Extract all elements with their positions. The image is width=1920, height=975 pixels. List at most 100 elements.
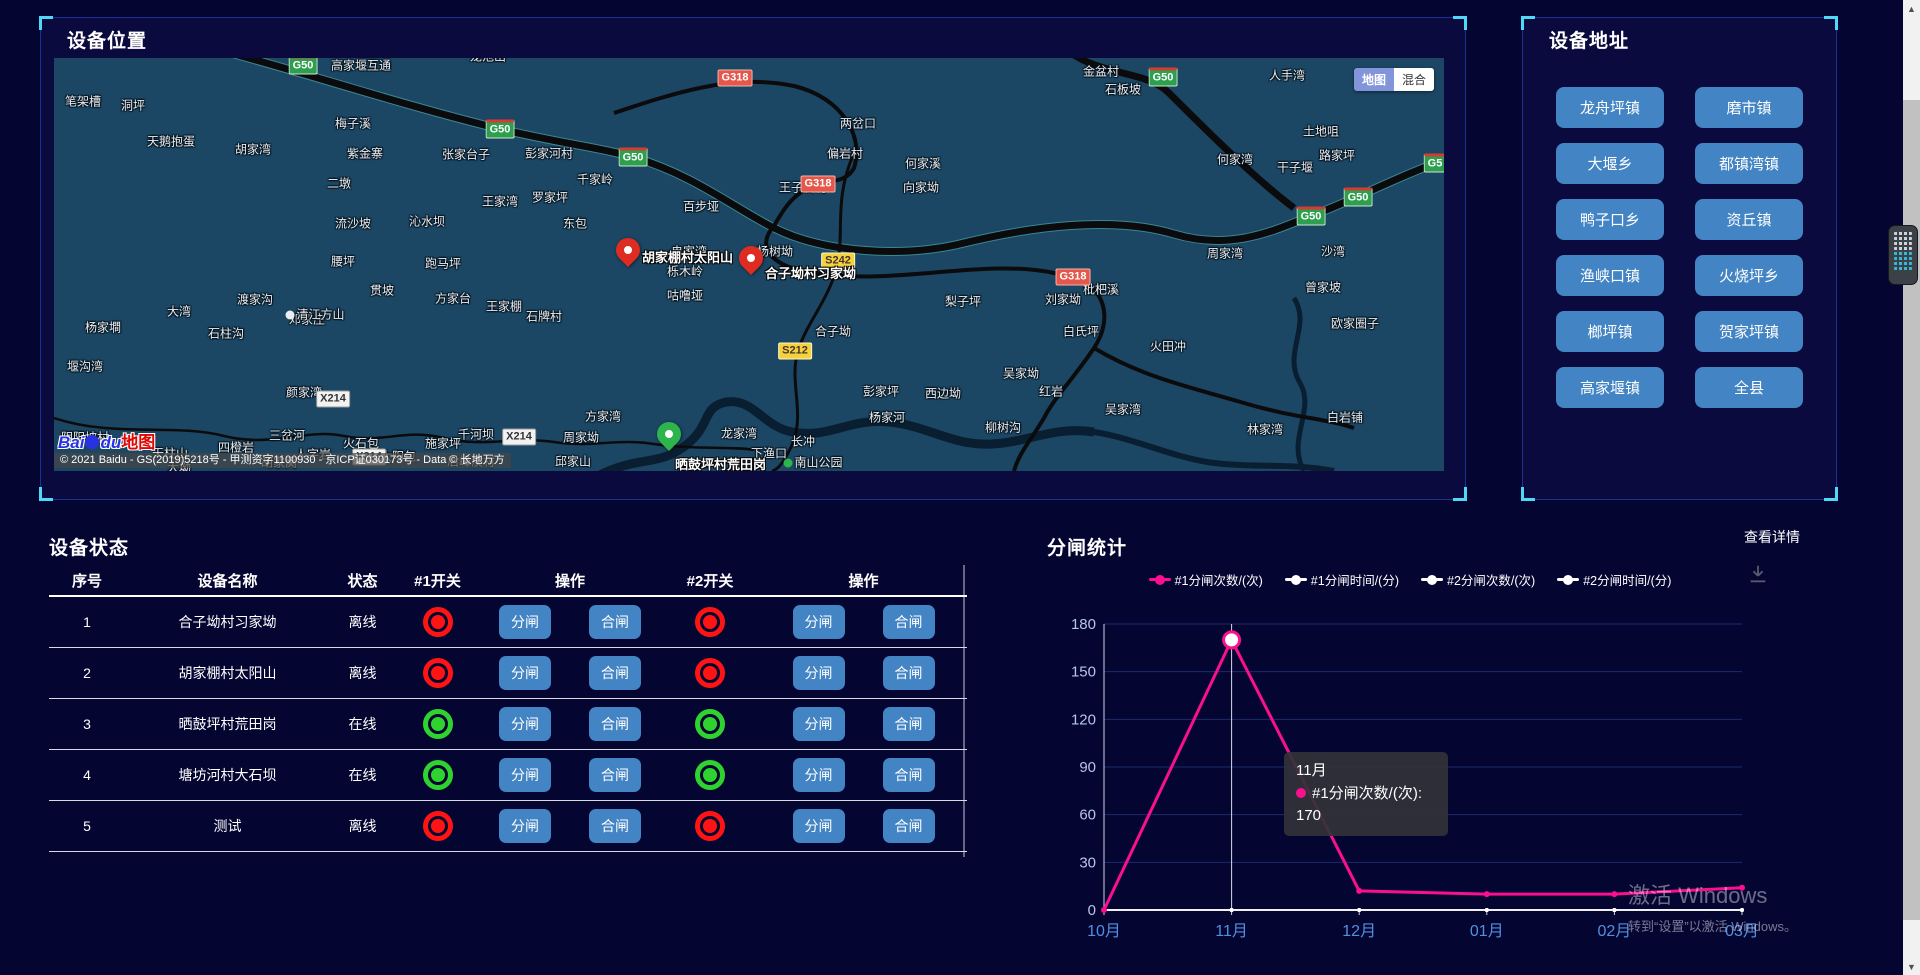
series-dot-icon <box>1296 787 1306 798</box>
map-pin-label: 胡家棚村太阳山 <box>642 250 734 265</box>
address-button[interactable]: 榔坪镇 <box>1556 311 1664 352</box>
y-axis-tick-label: 60 <box>1079 807 1096 824</box>
operation-cell: 分闸 合闸 <box>480 707 660 741</box>
device-name: 晒鼓坪村荒田岗 <box>178 716 277 732</box>
operation-cell: 分闸 合闸 <box>760 758 967 792</box>
chart-tooltip: 11月 #1分闸次数/(次): 170 <box>1284 752 1448 836</box>
close-switch-button[interactable]: 合闸 <box>882 809 935 843</box>
close-switch-button[interactable]: 合闸 <box>589 605 641 639</box>
device-status-table: 序号 设备名称 状态 #1开关 操作 #2开关 操作 1 合子坳村习家坳 离线 分闸 合闸 分闸 合闸 2 胡… <box>49 565 967 852</box>
green-indicator-icon <box>422 760 453 790</box>
address-button[interactable]: 火烧坪乡 <box>1695 255 1803 296</box>
address-button[interactable]: 磨市镇 <box>1695 87 1803 128</box>
chart-legend: #1分闸次数/(次) #1分闸时间/(分) #2分闸次数/(次) #2分闸时间/(分) <box>1060 570 1760 589</box>
close-switch-button[interactable]: 合闸 <box>882 707 935 741</box>
download-icon[interactable] <box>1747 563 1769 585</box>
close-switch-button[interactable]: 合闸 <box>882 758 935 792</box>
scroll-down-arrow-icon[interactable]: ▼ <box>1907 961 1916 972</box>
corner-accent <box>1521 487 1535 501</box>
legend-marker-icon <box>1557 574 1580 585</box>
corner-accent <box>1824 487 1838 501</box>
map-place-label: 白岩铺 <box>1326 410 1364 425</box>
map-place-label: 合子坳 <box>814 324 852 339</box>
map-place-label: 方家湾 <box>584 409 622 424</box>
address-button[interactable]: 龙舟坪镇 <box>1556 87 1664 128</box>
road-shield: S212 <box>778 342 812 360</box>
table-scrollbar[interactable] <box>963 565 965 857</box>
x-axis-tick-label: 02月 <box>1597 923 1631 940</box>
address-button[interactable]: 鸭子口乡 <box>1556 199 1664 240</box>
close-switch-button[interactable]: 合闸 <box>589 809 641 843</box>
map-type-map[interactable]: 地图 <box>1353 68 1394 91</box>
map-place-label: 张家台子 <box>441 147 491 162</box>
map-place-label: 白氏坪 <box>1062 324 1100 339</box>
close-switch-button[interactable]: 合闸 <box>589 758 641 792</box>
address-button[interactable]: 大堰乡 <box>1556 143 1664 184</box>
corner-accent <box>39 16 53 30</box>
legend-item[interactable]: #2分闸时间/(分) <box>1557 570 1671 589</box>
page-scrollbar[interactable]: ▲ ▼ <box>1903 0 1920 975</box>
table-header-row: 序号 设备名称 状态 #1开关 操作 #2开关 操作 <box>49 565 967 597</box>
open-switch-button[interactable]: 分闸 <box>499 707 551 741</box>
open-switch-button[interactable]: 分闸 <box>792 707 845 741</box>
scrollbar-thumb[interactable] <box>1903 100 1920 920</box>
scroll-up-arrow-icon[interactable]: ▲ <box>1907 3 1916 14</box>
close-switch-button[interactable]: 合闸 <box>589 656 641 690</box>
open-switch-button[interactable]: 分闸 <box>499 656 551 690</box>
tooltip-value: #1分闸次数/(次): 170 <box>1296 784 1423 824</box>
address-button-grid: 龙舟坪镇 磨市镇 大堰乡 都镇湾镇 鸭子口乡 资丘镇 渔峡口镇 火烧坪乡 榔坪镇 贺家坪镇 高家堰镇… <box>1556 87 1804 408</box>
map-type-hybrid[interactable]: 混合 <box>1393 68 1434 91</box>
map-type-toggle[interactable]: 地图 混合 <box>1353 68 1434 91</box>
address-button[interactable]: 渔峡口镇 <box>1556 255 1664 296</box>
legend-item[interactable]: #1分闸时间/(分) <box>1284 570 1399 589</box>
address-button[interactable]: 全县 <box>1695 367 1803 408</box>
open-switch-button[interactable]: 分闸 <box>792 656 845 690</box>
map-place-label: 施家坪 <box>424 436 462 451</box>
floating-handle-widget[interactable] <box>1888 225 1918 285</box>
row-index: 5 <box>83 818 91 834</box>
map-place-label: 邓家庄 <box>288 312 326 327</box>
park-icon <box>783 458 793 468</box>
close-switch-button[interactable]: 合闸 <box>882 605 935 639</box>
open-switch-button[interactable]: 分闸 <box>792 809 845 843</box>
operation-cell: 分闸 合闸 <box>760 809 967 843</box>
open-switch-button[interactable]: 分闸 <box>499 758 551 792</box>
operation-cell: 分闸 合闸 <box>480 656 660 690</box>
address-button[interactable]: 都镇湾镇 <box>1695 143 1803 184</box>
map-place-label: 西边坳 <box>924 386 962 401</box>
map-place-label: 邱家山 <box>554 454 592 469</box>
table-row: 4 塘坊河村大石坝 在线 分闸 合闸 分闸 合闸 <box>49 750 967 801</box>
map-place-label: 火石包 <box>342 436 380 451</box>
address-button[interactable]: 高家堰镇 <box>1556 367 1664 408</box>
map-place-label: 咕噜垭 <box>666 288 704 303</box>
open-switch-button[interactable]: 分闸 <box>499 809 551 843</box>
road-shield: G50 <box>1296 206 1326 226</box>
close-switch-button[interactable]: 合闸 <box>882 656 935 690</box>
device-status: 在线 <box>348 767 377 783</box>
map-place-label: 火田冲 <box>1149 339 1187 354</box>
road-shield: G318 <box>717 69 753 87</box>
red-indicator-icon <box>695 607 725 637</box>
table-row: 1 合子坳村习家坳 离线 分闸 合闸 分闸 合闸 <box>49 597 967 648</box>
column-header: 操作 <box>848 572 879 590</box>
map-place-label: 贯坡 <box>369 283 395 298</box>
address-button[interactable]: 贺家坪镇 <box>1695 311 1803 352</box>
close-switch-button[interactable]: 合闸 <box>589 707 641 741</box>
map-place-label: 彭家坪 <box>862 384 900 399</box>
map-place-label: 杨树坳 <box>756 244 794 259</box>
chart-section-title: 分闸统计 <box>1047 538 1128 559</box>
view-details-link[interactable]: 查看详情 <box>1744 529 1800 545</box>
open-switch-button[interactable]: 分闸 <box>499 605 551 639</box>
map-place-label: 枇杷溪 <box>1082 282 1120 297</box>
map-place-label: 杨家墹 <box>84 320 122 335</box>
legend-item[interactable]: #2分闸次数/(次) <box>1421 570 1535 589</box>
open-switch-button[interactable]: 分闸 <box>792 758 845 792</box>
address-button[interactable]: 资丘镇 <box>1695 199 1803 240</box>
y-axis-tick-label: 180 <box>1071 616 1096 633</box>
corner-accent <box>1453 487 1467 501</box>
open-switch-button[interactable]: 分闸 <box>792 605 845 639</box>
legend-item[interactable]: #1分闸次数/(次) <box>1148 570 1263 589</box>
map-place-label: 何家湾 <box>1216 152 1254 167</box>
tooltip-title: 11月 <box>1296 762 1327 779</box>
